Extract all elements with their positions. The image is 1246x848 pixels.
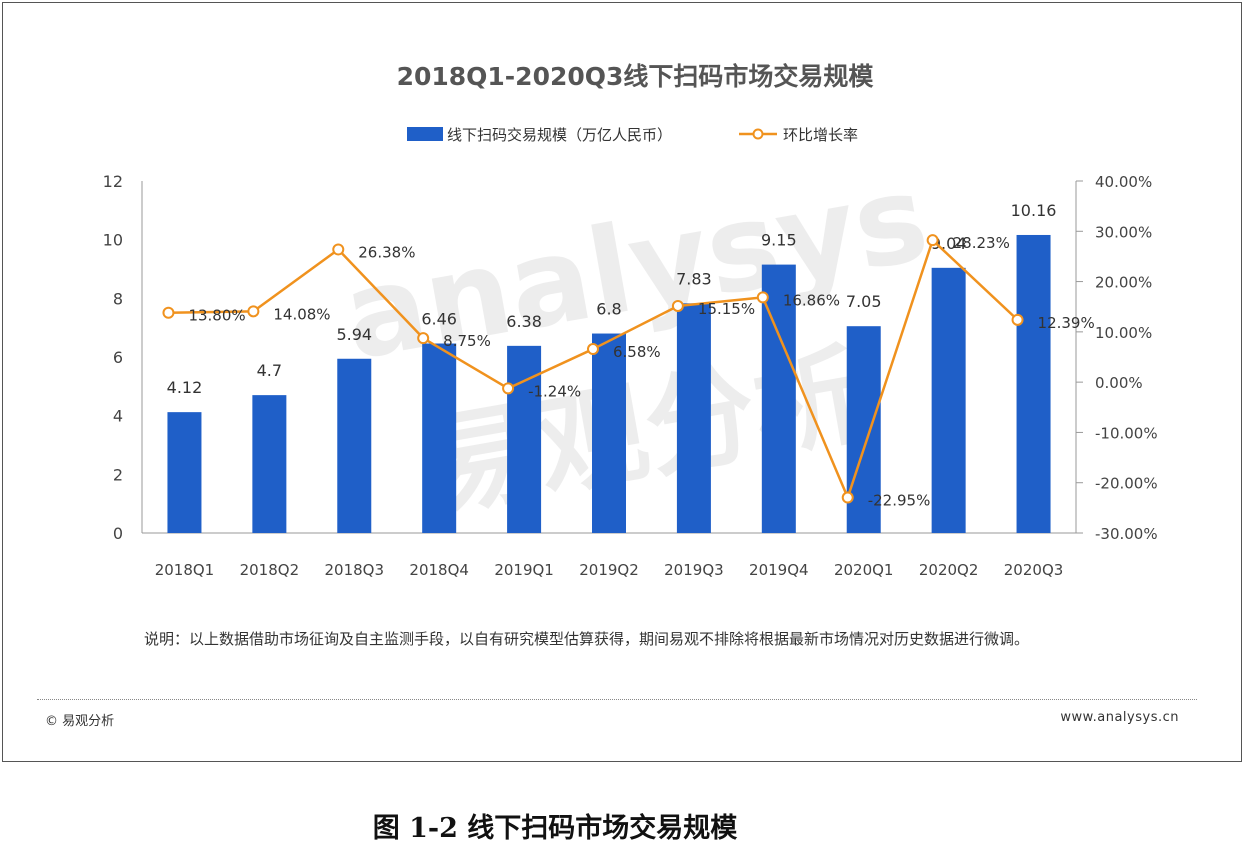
divider [37, 699, 1197, 700]
legend-marker-line [752, 128, 764, 140]
bar-data-label: 10.16 [1011, 201, 1057, 220]
right-tick-label: -10.00% [1095, 424, 1158, 442]
right-tick-label: 10.00% [1095, 324, 1152, 342]
bar [252, 395, 287, 533]
right-tick-label: 0.00% [1095, 374, 1143, 392]
bar-data-label: 4.7 [257, 361, 282, 380]
x-tick-label: 2018Q2 [240, 561, 300, 579]
bar-data-label: 9.15 [761, 231, 797, 250]
bar [676, 303, 711, 533]
bar-data-label: 7.05 [846, 292, 882, 311]
x-tick-label: 2018Q3 [325, 561, 385, 579]
bar-data-label: 6.46 [421, 310, 457, 329]
bar [167, 412, 202, 533]
legend-label-bar: 线下扫码交易规模（万亿人民币） [447, 126, 672, 144]
line-point [417, 332, 430, 345]
legend-label-line: 环比增长率 [783, 126, 858, 144]
left-tick-label: 10 [103, 231, 123, 250]
x-tick-label: 2019Q4 [749, 561, 809, 579]
chart-frame: analysys 易观分析 2018Q1-2020Q3线下扫码市场交易规模 线下扫… [2, 2, 1242, 762]
figure-caption: 图 1-2 线下扫码市场交易规模 [372, 813, 738, 844]
line-point [587, 343, 599, 356]
bar-data-label: 7.83 [676, 269, 712, 288]
bar [1016, 234, 1051, 533]
bar [507, 345, 542, 533]
line-point [926, 234, 939, 247]
line-point [1011, 313, 1024, 326]
chart-title: 2018Q1-2020Q3线下扫码市场交易规模 [397, 62, 875, 91]
line-series: 13.80% 14.08% 26.38% 8.75% -1.24% 6.58% 15.15%… [162, 234, 1095, 510]
x-tick-label: 2020Q1 [834, 561, 894, 579]
bar [422, 343, 457, 533]
line-point [671, 299, 684, 312]
left-tick-label: 6 [113, 348, 123, 367]
right-tick-label: -30.00% [1095, 525, 1158, 543]
line-point [756, 291, 769, 304]
footer-url[interactable]: www.analysys.cn [1060, 710, 1179, 725]
line-data-label: 28.23% [953, 234, 1010, 252]
left-tick-label: 0 [113, 524, 123, 543]
line-data-label: 26.38% [358, 243, 415, 261]
left-tick-label: 4 [113, 407, 123, 426]
line-data-label: 12.39% [1038, 314, 1095, 332]
bar-data-label: 6.8 [596, 300, 621, 319]
bar [592, 333, 626, 533]
footnote: 说明：以上数据借助市场征询及自主监测手段，以自有研究模型估算获得，期间易观不排除… [144, 630, 1030, 648]
left-tick-label: 8 [113, 289, 123, 308]
footer-brand: © 易观分析 [45, 714, 115, 729]
x-tick-label: 2018Q1 [155, 561, 215, 579]
line-data-label: -22.95% [868, 492, 931, 510]
bar-data-label: 5.94 [336, 325, 372, 344]
x-tick-label: 2019Q2 [579, 561, 639, 579]
line-point [247, 305, 260, 318]
line-point [332, 243, 345, 256]
line-data-label: 8.75% [443, 332, 491, 350]
bar-data-label: 4.12 [167, 378, 203, 397]
x-tick-label: 2020Q3 [1004, 561, 1064, 579]
legend: 线下扫码交易规模（万亿人民币） 环比增长率 [407, 126, 858, 144]
x-tick-label: 2019Q3 [664, 561, 724, 579]
right-tick-label: 40.00% [1095, 173, 1152, 191]
line-point [502, 382, 515, 395]
line-data-label: 6.58% [613, 343, 661, 361]
bar [931, 267, 966, 533]
line-point [162, 306, 175, 319]
line-data-label: 16.86% [783, 291, 840, 309]
x-tick-label: 2020Q2 [919, 561, 979, 579]
line-data-label: 14.08% [273, 305, 330, 323]
right-tick-label: 30.00% [1095, 223, 1152, 241]
axes: 0 2 4 6 8 10 12 -30.00% -20.00% -10.00% 0.00% 10.00… [103, 172, 1158, 579]
right-tick-label: -20.00% [1095, 475, 1158, 493]
left-tick-label: 12 [103, 172, 123, 191]
x-tick-label: 2019Q1 [494, 561, 554, 579]
left-tick-label: 2 [113, 465, 123, 484]
line-data-label: -1.24% [528, 382, 581, 400]
right-tick-label: 20.00% [1095, 274, 1152, 292]
line-data-label: 13.80% [188, 307, 245, 325]
bar [337, 358, 372, 533]
legend-swatch-bar [407, 127, 443, 141]
line-data-label: 15.15% [698, 300, 755, 318]
line-point [841, 491, 854, 504]
bar-data-label: 6.38 [506, 312, 542, 331]
x-tick-label: 2018Q4 [409, 561, 469, 579]
